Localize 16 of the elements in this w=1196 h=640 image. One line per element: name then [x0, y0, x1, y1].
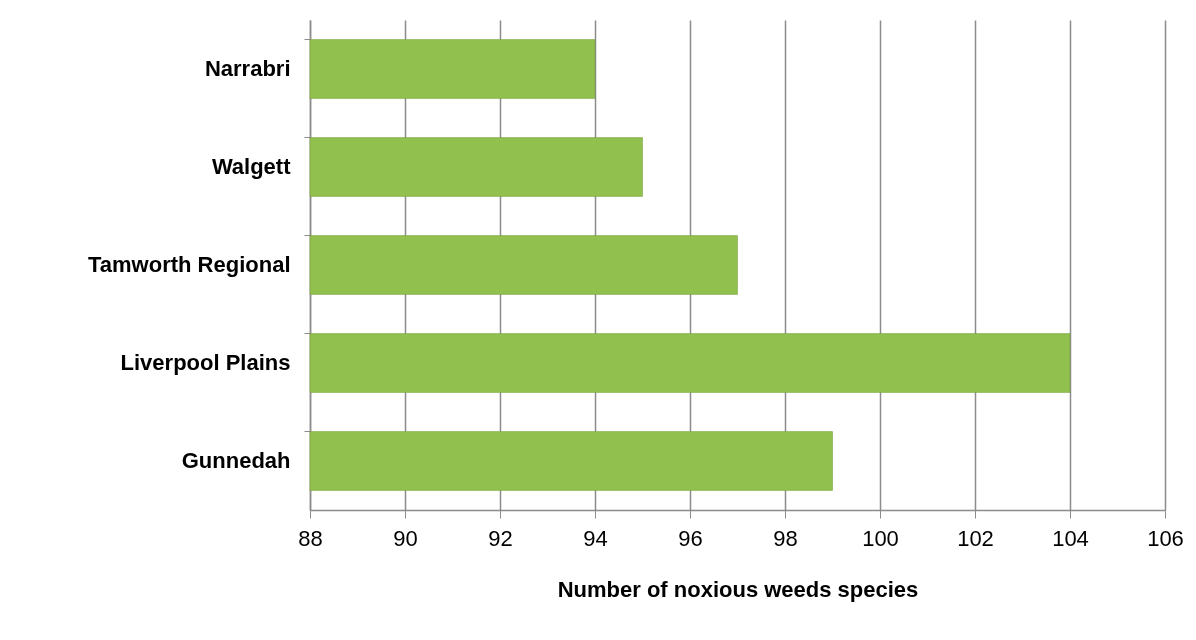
- y-tick-label: Tamworth Regional: [88, 252, 291, 277]
- x-tick-label: 98: [773, 525, 798, 551]
- x-tick-label: 106: [1147, 525, 1184, 551]
- x-axis-title: Number of noxious weeds species: [557, 576, 919, 602]
- x-tick-label: 102: [957, 525, 994, 551]
- x-tick-label: 94: [583, 525, 608, 551]
- x-tick-label: 100: [862, 525, 899, 551]
- y-tick-label: Narrabri: [204, 56, 291, 81]
- y-tick-label: Gunnedah: [181, 448, 291, 473]
- y-tick-label: Liverpool Plains: [120, 350, 291, 375]
- x-tick-label: 104: [1052, 525, 1089, 551]
- y-tick-label: Walgett: [211, 154, 292, 179]
- x-tick-label: 90: [393, 525, 418, 551]
- x-tick-label: 96: [678, 525, 703, 551]
- x-tick-label: 88: [298, 525, 323, 551]
- x-tick-label: 92: [488, 525, 513, 551]
